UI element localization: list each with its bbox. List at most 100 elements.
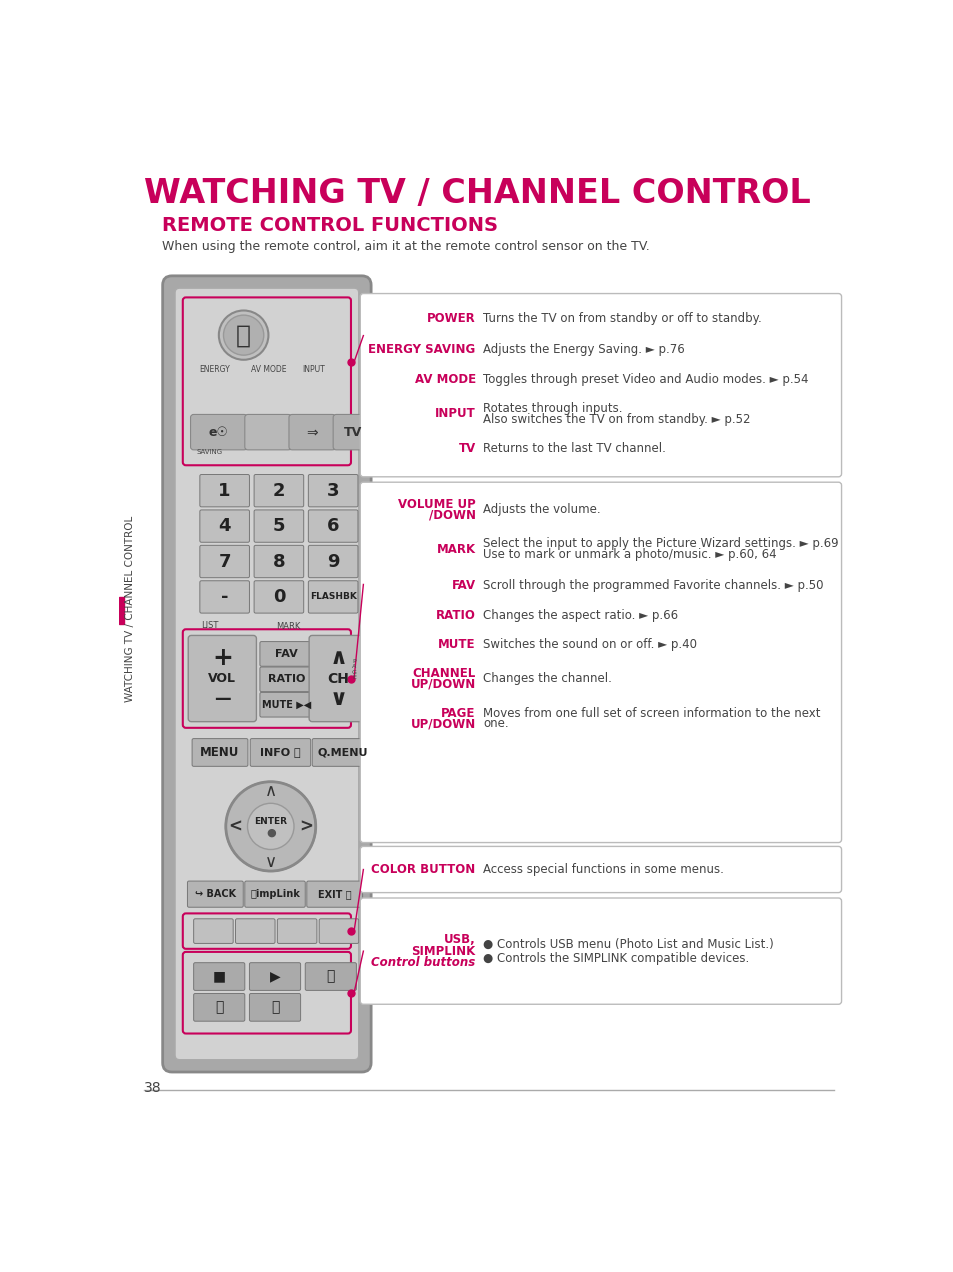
Text: MUTE ▶◀: MUTE ▶◀ bbox=[262, 700, 311, 710]
FancyBboxPatch shape bbox=[360, 482, 841, 842]
FancyBboxPatch shape bbox=[235, 918, 274, 944]
Text: Control buttons: Control buttons bbox=[371, 957, 476, 969]
Circle shape bbox=[226, 782, 315, 871]
FancyBboxPatch shape bbox=[249, 993, 300, 1021]
FancyBboxPatch shape bbox=[188, 636, 256, 721]
Text: 2: 2 bbox=[273, 482, 285, 500]
FancyBboxPatch shape bbox=[308, 546, 357, 577]
Text: UP/DOWN: UP/DOWN bbox=[410, 678, 476, 691]
Text: Select the input to apply the Picture Wizard settings. ► p.69: Select the input to apply the Picture Wi… bbox=[483, 537, 839, 551]
Text: ENTER: ENTER bbox=[254, 818, 287, 827]
Text: Switches the sound on or off. ► p.40: Switches the sound on or off. ► p.40 bbox=[483, 639, 697, 651]
Text: SAVING: SAVING bbox=[196, 449, 223, 455]
FancyBboxPatch shape bbox=[308, 581, 357, 613]
Text: 0: 0 bbox=[273, 588, 285, 605]
Text: ⏪: ⏪ bbox=[214, 1000, 223, 1014]
Text: Adjusts the Energy Saving. ► p.76: Adjusts the Energy Saving. ► p.76 bbox=[483, 343, 684, 356]
Text: MUTE: MUTE bbox=[437, 639, 476, 651]
FancyBboxPatch shape bbox=[360, 898, 841, 1005]
Text: Rotates through inputs.: Rotates through inputs. bbox=[483, 402, 622, 415]
Text: 9: 9 bbox=[327, 552, 339, 571]
FancyBboxPatch shape bbox=[312, 739, 373, 766]
Text: P
A
G
E: P A G E bbox=[352, 659, 356, 681]
Text: TV: TV bbox=[458, 441, 476, 455]
FancyBboxPatch shape bbox=[192, 739, 248, 766]
FancyBboxPatch shape bbox=[333, 415, 374, 450]
Text: Adjusts the volume.: Adjusts the volume. bbox=[483, 504, 600, 516]
Text: MENU: MENU bbox=[200, 745, 239, 759]
Text: POWER: POWER bbox=[427, 313, 476, 326]
Text: Toggles through preset Video and Audio modes. ► p.54: Toggles through preset Video and Audio m… bbox=[483, 373, 808, 385]
Text: AV MODE: AV MODE bbox=[415, 373, 476, 385]
FancyBboxPatch shape bbox=[308, 474, 357, 506]
Text: ▶: ▶ bbox=[270, 969, 280, 983]
FancyBboxPatch shape bbox=[309, 636, 368, 721]
Text: INPUT: INPUT bbox=[302, 365, 325, 374]
Text: Use to mark or unmark a photo/music. ► p.60, 64: Use to mark or unmark a photo/music. ► p… bbox=[483, 548, 777, 561]
FancyBboxPatch shape bbox=[307, 881, 362, 907]
Text: LIST: LIST bbox=[201, 621, 218, 630]
Text: 5: 5 bbox=[273, 518, 285, 536]
Text: RATIO: RATIO bbox=[268, 674, 305, 684]
FancyBboxPatch shape bbox=[360, 846, 841, 893]
Text: ENERGY: ENERGY bbox=[199, 365, 230, 374]
Text: >: > bbox=[299, 818, 314, 836]
FancyBboxPatch shape bbox=[199, 546, 249, 577]
Text: ∨: ∨ bbox=[329, 689, 347, 709]
FancyBboxPatch shape bbox=[199, 474, 249, 506]
Text: AV MODE: AV MODE bbox=[251, 365, 286, 374]
Text: RATIO: RATIO bbox=[436, 609, 476, 622]
Text: ⏻: ⏻ bbox=[236, 323, 251, 347]
Circle shape bbox=[223, 315, 264, 355]
FancyBboxPatch shape bbox=[360, 294, 841, 477]
Text: 6: 6 bbox=[327, 518, 339, 536]
Text: Returns to the last TV channel.: Returns to the last TV channel. bbox=[483, 441, 666, 455]
Text: 3: 3 bbox=[327, 482, 339, 500]
FancyBboxPatch shape bbox=[253, 581, 303, 613]
FancyBboxPatch shape bbox=[253, 474, 303, 506]
FancyBboxPatch shape bbox=[308, 510, 357, 542]
FancyBboxPatch shape bbox=[199, 510, 249, 542]
Text: MARK: MARK bbox=[436, 543, 476, 556]
Text: Moves from one full set of screen information to the next: Moves from one full set of screen inform… bbox=[483, 707, 821, 720]
Text: ENERGY SAVING: ENERGY SAVING bbox=[368, 343, 476, 356]
Text: 38: 38 bbox=[144, 1081, 161, 1095]
Text: ■: ■ bbox=[213, 969, 226, 983]
Text: VOLUME UP: VOLUME UP bbox=[397, 499, 476, 511]
Text: ● Controls USB menu (Photo List and Music List.): ● Controls USB menu (Photo List and Musi… bbox=[483, 937, 774, 950]
Text: ⇒: ⇒ bbox=[306, 425, 317, 439]
Text: FAV: FAV bbox=[275, 649, 297, 659]
Text: ∨: ∨ bbox=[264, 852, 276, 871]
Text: FAV: FAV bbox=[451, 579, 476, 591]
Text: Scroll through the programmed Favorite channels. ► p.50: Scroll through the programmed Favorite c… bbox=[483, 579, 823, 591]
Text: REMOTE CONTROL FUNCTIONS: REMOTE CONTROL FUNCTIONS bbox=[162, 216, 497, 235]
FancyBboxPatch shape bbox=[259, 692, 313, 717]
Text: <: < bbox=[228, 818, 242, 836]
Text: 8: 8 bbox=[273, 552, 285, 571]
Text: TV: TV bbox=[344, 426, 362, 439]
Text: Q.MENU: Q.MENU bbox=[316, 748, 367, 757]
FancyBboxPatch shape bbox=[250, 739, 311, 766]
Text: 7: 7 bbox=[218, 552, 231, 571]
Text: ⏩: ⏩ bbox=[271, 1000, 279, 1014]
FancyBboxPatch shape bbox=[174, 289, 358, 1060]
Text: Changes the channel.: Changes the channel. bbox=[483, 672, 612, 686]
Text: INPUT: INPUT bbox=[435, 407, 476, 420]
Text: FLASHBK: FLASHBK bbox=[310, 593, 356, 602]
Text: VOL: VOL bbox=[208, 672, 236, 686]
FancyBboxPatch shape bbox=[193, 963, 245, 991]
Text: COLOR BUTTON: COLOR BUTTON bbox=[371, 862, 476, 876]
Text: Turns the TV on from standby or off to standby.: Turns the TV on from standby or off to s… bbox=[483, 313, 761, 326]
FancyBboxPatch shape bbox=[277, 918, 316, 944]
Text: WATCHING TV / CHANNEL CONTROL: WATCHING TV / CHANNEL CONTROL bbox=[144, 177, 810, 210]
Text: e☉: e☉ bbox=[209, 426, 228, 439]
FancyBboxPatch shape bbox=[191, 415, 247, 450]
Text: one.: one. bbox=[483, 717, 509, 730]
FancyBboxPatch shape bbox=[259, 641, 313, 667]
Text: SIMPLINK: SIMPLINK bbox=[411, 945, 476, 958]
Text: ∧: ∧ bbox=[264, 782, 276, 800]
FancyBboxPatch shape bbox=[259, 667, 313, 692]
Text: When using the remote control, aim it at the remote control sensor on the TV.: When using the remote control, aim it at… bbox=[162, 240, 649, 253]
Text: ∧: ∧ bbox=[329, 649, 347, 668]
Text: Also switches the TV on from standby. ► p.52: Also switches the TV on from standby. ► … bbox=[483, 412, 750, 426]
